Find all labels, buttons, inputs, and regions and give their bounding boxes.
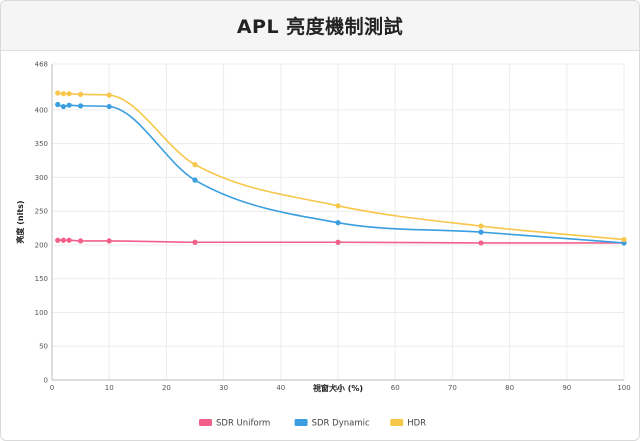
- data-point: [621, 236, 627, 243]
- data-point: [478, 229, 484, 235]
- series-hdr: [55, 90, 627, 243]
- grid: [51, 63, 625, 381]
- data-point: [60, 237, 67, 243]
- series-line: [57, 239, 624, 244]
- data-point: [78, 103, 84, 109]
- legend: SDR Uniform SDR Dynamic HDR: [199, 419, 426, 429]
- series-sdr-uniform: [55, 237, 627, 246]
- data-point: [192, 177, 198, 183]
- data-point: [55, 90, 61, 96]
- data-point: [335, 220, 341, 226]
- y-tick-label: 50: [39, 343, 48, 351]
- series-line: [57, 92, 625, 241]
- x-tick-label: 90: [562, 384, 571, 392]
- x-tick-label: 80: [505, 384, 514, 392]
- legend-label: HDR: [407, 419, 426, 429]
- data-point: [60, 103, 67, 110]
- data-point: [192, 239, 198, 245]
- legend-item: HDR: [390, 419, 426, 429]
- data-point: [478, 223, 484, 229]
- x-tick-label: 100: [617, 384, 630, 392]
- data-point: [66, 237, 72, 243]
- data-point: [55, 101, 61, 108]
- x-axis-label: 視窗大小 (%): [312, 383, 363, 393]
- series-sdr-dynamic: [55, 101, 627, 246]
- y-axis-label: 亮度 (nits): [15, 200, 25, 243]
- y-tick-label: 200: [35, 241, 48, 249]
- chart-header: APL 亮度機制測試: [1, 1, 639, 51]
- data-point: [78, 238, 84, 244]
- data-point: [60, 91, 67, 97]
- x-tick-label: 60: [391, 384, 400, 392]
- x-tick-label: 20: [162, 384, 171, 392]
- x-tick-label: 40: [276, 384, 285, 392]
- data-point: [66, 91, 72, 97]
- y-tick-label: 300: [35, 174, 48, 182]
- x-tick-label: 50: [334, 384, 343, 392]
- y-tick-label: 350: [35, 140, 48, 148]
- data-point: [335, 239, 341, 245]
- y-tick-label: 400: [35, 106, 48, 114]
- x-tick-label: 70: [448, 384, 457, 392]
- y-tick-label: 150: [35, 275, 48, 283]
- data-point: [192, 162, 198, 168]
- legend-swatch: [199, 419, 212, 426]
- legend-label: SDR Uniform: [216, 419, 270, 429]
- data-point: [478, 240, 484, 246]
- data-point: [106, 103, 112, 110]
- legend-item: SDR Uniform: [199, 419, 270, 429]
- y-tick-label: 0: [44, 377, 48, 385]
- legend-item: SDR Dynamic: [294, 419, 370, 429]
- x-tick-label: 0: [50, 384, 54, 392]
- series-layer: [55, 90, 627, 246]
- data-point: [66, 102, 72, 108]
- data-point: [78, 91, 84, 97]
- data-point: [106, 238, 112, 244]
- legend-swatch: [390, 419, 404, 426]
- chart-title: APL 亮度機制測試: [236, 16, 404, 38]
- data-point: [55, 237, 61, 243]
- x-tick-label: 10: [105, 384, 114, 392]
- legend-swatch: [294, 419, 308, 426]
- y-tick-label: 468: [35, 61, 48, 69]
- y-tick-label: 250: [35, 208, 48, 216]
- data-point: [106, 92, 112, 98]
- x-tick-label: 30: [219, 384, 228, 392]
- y-tick-label: 100: [35, 309, 48, 317]
- data-point: [335, 203, 341, 209]
- axes: 0 10 20 30 40 50 60 70 80 90 100 0 50 100 150 200 250 300…: [35, 61, 631, 393]
- legend-label: SDR Dynamic: [312, 419, 370, 429]
- series-line: [57, 103, 625, 244]
